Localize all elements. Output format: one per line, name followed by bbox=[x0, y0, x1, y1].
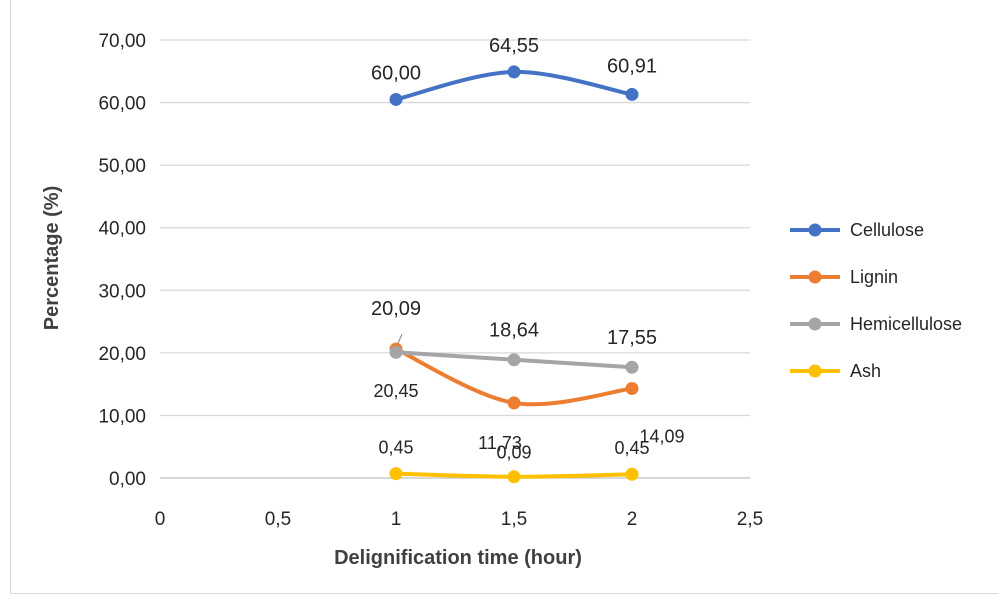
label-leader-line bbox=[397, 334, 403, 344]
hemicellulose-point bbox=[389, 345, 403, 359]
y-tick-label: 20,00 bbox=[98, 344, 146, 365]
cellulose-data-label: 60,91 bbox=[607, 55, 657, 77]
hemicellulose-point bbox=[507, 353, 521, 367]
x-axis-title: Delignification time (hour) bbox=[334, 547, 582, 569]
ash-data-label: 0,45 bbox=[378, 438, 413, 458]
hemicellulose-data-label: 18,64 bbox=[489, 320, 539, 342]
x-axis-tick-labels: 0 0,5 1 1,5 2 2,5 bbox=[155, 509, 764, 530]
data-labels: 0,45 0,09 0,45 20,45 11,73 14,09 20,09 18,64 17,… bbox=[371, 35, 685, 463]
ash-data-label: 0,09 bbox=[496, 443, 531, 463]
y-axis-tick-labels: 0,00 10,00 20,00 30,00 40,00 50,00 60,00 70,00 bbox=[98, 31, 146, 490]
hemicellulose-data-label: 17,55 bbox=[607, 327, 657, 349]
x-tick-label: 0,5 bbox=[265, 509, 291, 530]
y-tick-label: 0,00 bbox=[109, 469, 146, 490]
x-tick-label: 1,5 bbox=[501, 509, 527, 530]
lignin-point bbox=[625, 382, 639, 396]
series-points bbox=[389, 65, 639, 484]
legend-label: Cellulose bbox=[850, 220, 924, 240]
legend: Cellulose Lignin Hemicellulose Ash bbox=[790, 220, 962, 381]
y-tick-label: 70,00 bbox=[98, 31, 146, 52]
ash-point bbox=[625, 467, 639, 481]
legend-item-cellulose: Cellulose bbox=[790, 220, 924, 240]
cellulose-point bbox=[625, 87, 639, 101]
lignin-point bbox=[507, 396, 521, 410]
hemicellulose-point bbox=[625, 360, 639, 374]
legend-swatch-marker bbox=[808, 317, 822, 331]
cellulose-data-label: 64,55 bbox=[489, 35, 539, 57]
ash-point bbox=[389, 467, 403, 481]
hemicellulose-data-label: 20,09 bbox=[371, 298, 421, 320]
legend-item-lignin: Lignin bbox=[790, 267, 898, 287]
lignin-data-label: 20,45 bbox=[373, 381, 418, 401]
legend-swatch-marker bbox=[808, 270, 822, 284]
legend-label: Hemicellulose bbox=[850, 314, 962, 334]
cellulose-point bbox=[389, 92, 403, 106]
legend-swatch-marker bbox=[808, 364, 822, 378]
y-tick-label: 60,00 bbox=[98, 94, 146, 115]
legend-item-ash: Ash bbox=[790, 361, 881, 381]
y-tick-label: 30,00 bbox=[98, 281, 146, 302]
y-tick-label: 10,00 bbox=[98, 406, 146, 427]
legend-item-hemicellulose: Hemicellulose bbox=[790, 314, 962, 334]
x-tick-label: 0 bbox=[155, 509, 166, 530]
y-axis-title: Percentage (%) bbox=[41, 186, 63, 331]
gridlines bbox=[160, 39, 750, 479]
ash-data-label: 0,45 bbox=[614, 438, 649, 458]
chart-frame bbox=[10, 0, 998, 594]
cellulose-point bbox=[507, 65, 521, 79]
lignin-data-label: 11,73 bbox=[478, 433, 522, 453]
legend-swatch-marker bbox=[808, 223, 822, 237]
cellulose-data-label: 60,00 bbox=[371, 62, 421, 84]
x-tick-label: 2,5 bbox=[737, 509, 763, 530]
legend-label: Lignin bbox=[850, 267, 898, 287]
x-tick-label: 1 bbox=[391, 509, 402, 530]
legend-label: Ash bbox=[850, 361, 881, 381]
y-tick-label: 40,00 bbox=[98, 219, 146, 240]
lignin-data-label: 14,09 bbox=[639, 427, 684, 447]
y-tick-label: 50,00 bbox=[98, 156, 146, 177]
x-tick-label: 2 bbox=[627, 509, 638, 530]
ash-point bbox=[507, 470, 521, 484]
